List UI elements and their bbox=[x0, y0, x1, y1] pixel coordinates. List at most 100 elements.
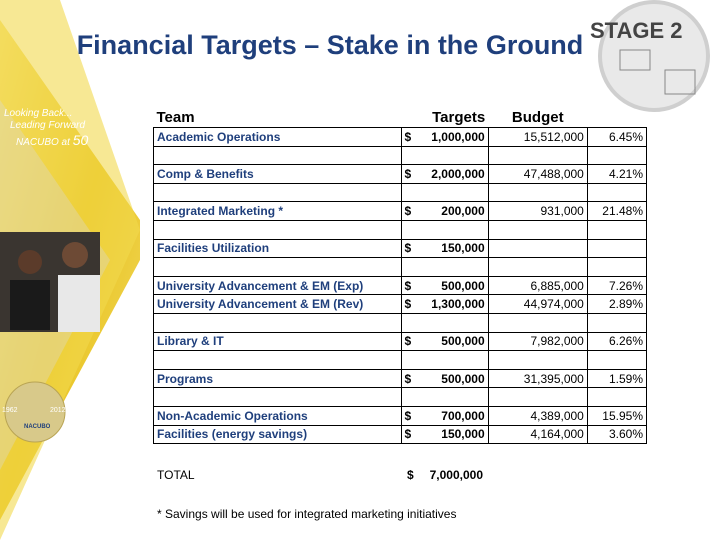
stage-circle bbox=[598, 0, 710, 112]
stage-icon bbox=[664, 69, 696, 95]
target-value: 150,000 bbox=[441, 427, 485, 442]
budget-cell: 4,389,000 bbox=[487, 405, 588, 426]
budget-cell: 44,974,000 bbox=[487, 294, 588, 314]
budget-cell bbox=[487, 238, 588, 259]
team-cell: Comp & Benefits bbox=[153, 164, 402, 184]
blank-row bbox=[153, 145, 648, 166]
cell bbox=[487, 387, 588, 407]
team-cell: Library & IT bbox=[153, 331, 402, 352]
data-row: Facilities Utilization $150,000 bbox=[153, 238, 648, 259]
cell bbox=[586, 145, 648, 166]
target-cell: $200,000 bbox=[400, 201, 489, 221]
data-row: Comp & Benefits $2,000,000 47,488,000 4.21% bbox=[153, 164, 648, 184]
photo-person bbox=[18, 250, 42, 274]
header-cell: Budget bbox=[511, 109, 564, 126]
cell bbox=[153, 312, 402, 333]
cell bbox=[487, 312, 588, 333]
currency: $ bbox=[407, 468, 414, 482]
team-cell: Facilities Utilization bbox=[153, 238, 402, 259]
blank-row bbox=[153, 350, 648, 370]
team-cell: Programs bbox=[153, 368, 402, 389]
target-cell: $1,000,000 bbox=[400, 127, 489, 147]
blank-row bbox=[153, 257, 648, 277]
cell bbox=[153, 350, 402, 370]
cell bbox=[400, 257, 489, 277]
target-cell: $500,000 bbox=[400, 368, 489, 389]
currency: $ bbox=[404, 129, 412, 144]
seal-logo: NACUBO bbox=[24, 424, 51, 430]
target-cell: $150,000 bbox=[400, 424, 489, 445]
cell bbox=[400, 312, 489, 333]
blank-row bbox=[153, 387, 648, 407]
data-row: Non-Academic Operations $700,000 4,389,000… bbox=[153, 405, 648, 426]
percent-cell: 3.60% bbox=[586, 424, 648, 445]
blank-row bbox=[153, 312, 648, 333]
budget-cell: 931,000 bbox=[487, 201, 588, 221]
total-value: 7,000,000 bbox=[429, 468, 483, 482]
team-cell: Non-Academic Operations bbox=[153, 405, 402, 426]
target-cell: $2,000,000 bbox=[400, 164, 489, 184]
cell bbox=[153, 182, 402, 203]
data-row: University Advancement & EM (Rev) $1,300,… bbox=[153, 294, 648, 314]
currency: $ bbox=[404, 334, 412, 349]
target-cell: $1,300,000 bbox=[400, 294, 489, 314]
currency: $ bbox=[404, 427, 412, 442]
header-cell: Team bbox=[156, 109, 195, 126]
total-label: TOTAL bbox=[157, 468, 195, 482]
stage-label: STAGE 2 bbox=[590, 18, 683, 43]
target-value: 1,300,000 bbox=[431, 297, 485, 312]
target-value: 150,000 bbox=[441, 241, 485, 256]
percent-cell: 2.89% bbox=[586, 294, 648, 314]
percent-cell: 4.21% bbox=[586, 164, 648, 184]
cell bbox=[586, 312, 648, 333]
currency: $ bbox=[404, 408, 412, 423]
currency: $ bbox=[404, 371, 412, 386]
blank-row bbox=[153, 219, 648, 240]
photo-person bbox=[58, 275, 100, 332]
budget-cell: 4,164,000 bbox=[487, 424, 588, 445]
target-value: 2,000,000 bbox=[431, 166, 485, 181]
cell bbox=[487, 145, 588, 166]
data-row: Integrated Marketing * $200,000 931,000 21.… bbox=[153, 201, 648, 221]
photo-person bbox=[62, 242, 88, 268]
header-cell: Targets bbox=[432, 109, 486, 126]
sidebar-text: NACUBO at bbox=[16, 137, 70, 148]
percent-cell: 1.59% bbox=[586, 368, 648, 389]
cell bbox=[400, 350, 489, 370]
budget-cell: 7,982,000 bbox=[487, 331, 588, 352]
budget-cell: 31,395,000 bbox=[487, 368, 588, 389]
cell bbox=[586, 387, 648, 407]
data-row: Academic Operations $1,000,000 15,512,000 6… bbox=[153, 127, 648, 147]
target-value: 500,000 bbox=[441, 278, 485, 293]
cell bbox=[487, 182, 588, 203]
cell bbox=[400, 387, 489, 407]
budget-cell: 6,885,000 bbox=[487, 275, 588, 296]
sidebar-text: 50 bbox=[72, 132, 89, 148]
cell bbox=[153, 387, 402, 407]
header-cell bbox=[587, 108, 646, 128]
team-cell: University Advancement & EM (Exp) bbox=[153, 275, 402, 296]
currency: $ bbox=[404, 278, 412, 293]
seal-year: 1962 bbox=[2, 407, 18, 414]
anniversary-seal bbox=[4, 381, 66, 443]
percent-cell: 6.26% bbox=[586, 331, 648, 352]
sidebar-text: Leading Forward bbox=[10, 120, 86, 131]
total-row: TOTAL $ 7,000,000 bbox=[157, 468, 489, 482]
target-cell: $500,000 bbox=[400, 331, 489, 352]
header-row: Team Targets Budget bbox=[154, 108, 647, 128]
sidebar-text: Looking Back... bbox=[4, 108, 73, 119]
stage-icon bbox=[619, 49, 651, 71]
target-value: 200,000 bbox=[441, 204, 485, 219]
currency: $ bbox=[404, 241, 412, 256]
cell bbox=[586, 257, 648, 277]
cell bbox=[586, 182, 648, 203]
currency: $ bbox=[404, 204, 412, 219]
budget-cell: 47,488,000 bbox=[487, 164, 588, 184]
cell bbox=[586, 219, 648, 240]
percent-cell: 21.48% bbox=[586, 201, 648, 221]
team-cell: Facilities (energy savings) bbox=[153, 424, 402, 445]
target-value: 1,000,000 bbox=[431, 129, 485, 144]
target-cell: $150,000 bbox=[400, 238, 489, 259]
